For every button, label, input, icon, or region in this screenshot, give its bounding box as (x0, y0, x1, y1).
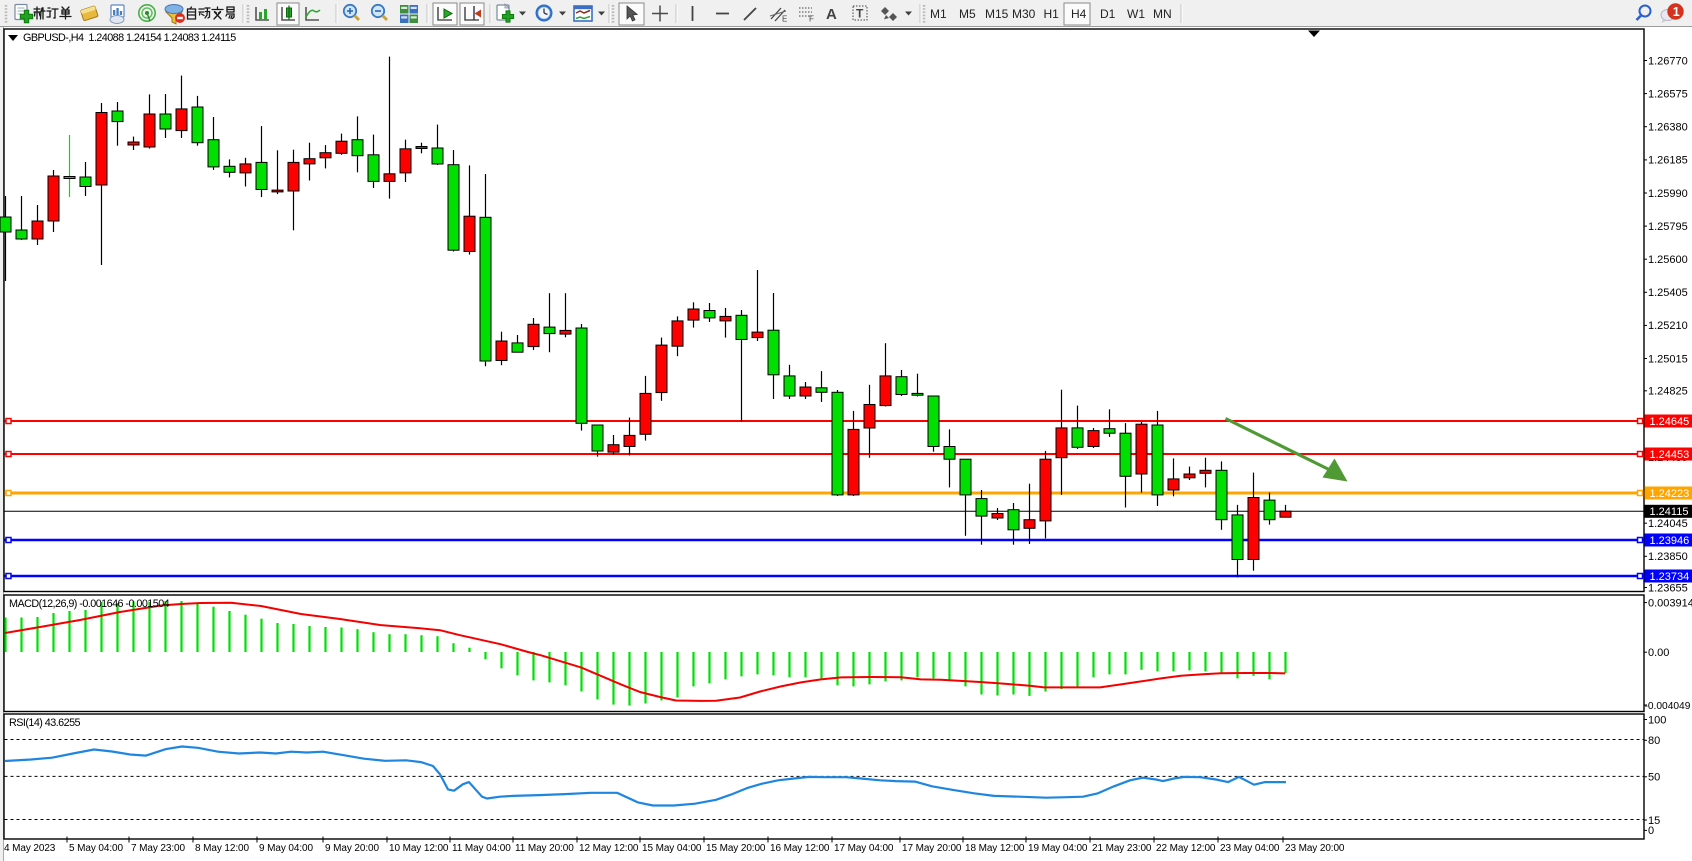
svg-text:1.24115: 1.24115 (1650, 506, 1689, 518)
svg-text:1.23734: 1.23734 (1650, 571, 1690, 583)
svg-text:0: 0 (1648, 825, 1654, 837)
svg-text:1.24825: 1.24825 (1648, 386, 1688, 398)
svg-text:0.003914: 0.003914 (1648, 597, 1692, 609)
svg-text:17 May 04:00: 17 May 04:00 (834, 843, 894, 854)
svg-text:0.00: 0.00 (1648, 647, 1669, 659)
svg-text:15 May 04:00: 15 May 04:00 (642, 843, 702, 854)
svg-text:1.25600: 1.25600 (1648, 254, 1688, 266)
svg-text:MACD(12,26,9) -0.001646 -0.001: MACD(12,26,9) -0.001646 -0.001504 (9, 598, 170, 610)
svg-text:5 May 04:00: 5 May 04:00 (69, 843, 123, 854)
svg-text:T: T (856, 7, 864, 21)
svg-text:1.23655: 1.23655 (1648, 582, 1688, 594)
svg-text:M30: M30 (1012, 7, 1036, 21)
svg-text:1.23850: 1.23850 (1648, 551, 1688, 563)
svg-text:1.25795: 1.25795 (1648, 221, 1688, 233)
svg-text:1.26575: 1.26575 (1648, 88, 1688, 100)
svg-text:15 May 20:00: 15 May 20:00 (706, 843, 766, 854)
svg-text:H4: H4 (1071, 7, 1087, 21)
svg-text:1.26380: 1.26380 (1648, 122, 1688, 134)
svg-text:RSI(14) 43.6255: RSI(14) 43.6255 (9, 717, 81, 729)
svg-text:F: F (809, 15, 814, 24)
svg-text:17 May 20:00: 17 May 20:00 (902, 843, 962, 854)
svg-text:80: 80 (1648, 735, 1660, 747)
svg-text:A: A (826, 6, 837, 23)
svg-text:23 May 20:00: 23 May 20:00 (1285, 843, 1345, 854)
svg-text:H1: H1 (1044, 7, 1060, 21)
svg-text:M5: M5 (959, 7, 976, 21)
svg-text:22 May 12:00: 22 May 12:00 (1156, 843, 1216, 854)
svg-text:16 May 12:00: 16 May 12:00 (770, 843, 830, 854)
svg-text:M1: M1 (930, 7, 947, 21)
svg-text:E: E (782, 15, 787, 24)
svg-text:1.26185: 1.26185 (1648, 155, 1688, 167)
svg-text:MN: MN (1153, 7, 1172, 21)
svg-text:9 May 04:00: 9 May 04:00 (259, 843, 313, 854)
svg-text:15: 15 (1648, 815, 1660, 827)
svg-text:1.25015: 1.25015 (1648, 353, 1688, 365)
svg-text:1.25210: 1.25210 (1648, 320, 1688, 332)
svg-text:9 May 20:00: 9 May 20:00 (325, 843, 379, 854)
svg-text:7 May 23:00: 7 May 23:00 (131, 843, 185, 854)
svg-text:11 May 04:00: 11 May 04:00 (452, 843, 511, 854)
svg-text:1.24645: 1.24645 (1650, 416, 1690, 428)
svg-text:1.26770: 1.26770 (1648, 55, 1688, 67)
svg-text:D1: D1 (1100, 7, 1116, 21)
svg-text:1: 1 (1673, 5, 1680, 19)
svg-text:11 May 20:00: 11 May 20:00 (515, 843, 574, 854)
svg-text:1.25990: 1.25990 (1648, 188, 1688, 200)
svg-text:50: 50 (1648, 772, 1660, 784)
svg-text:1.24453: 1.24453 (1650, 449, 1690, 461)
svg-text:12 May 12:00: 12 May 12:00 (579, 843, 639, 854)
svg-text:18 May 12:00: 18 May 12:00 (965, 843, 1025, 854)
svg-text:1.25405: 1.25405 (1648, 287, 1688, 299)
svg-text:8 May 12:00: 8 May 12:00 (195, 843, 249, 854)
svg-text:GBPUSD-,H4 1.24088 1.24154 1.: GBPUSD-,H4 1.24088 1.24154 1.24083 1.241… (23, 32, 236, 44)
svg-text:23 May 04:00: 23 May 04:00 (1220, 843, 1280, 854)
svg-text:1.24223: 1.24223 (1650, 488, 1690, 500)
svg-text:4 May 2023: 4 May 2023 (4, 843, 56, 854)
svg-text:1.23946: 1.23946 (1650, 535, 1690, 547)
svg-text:100: 100 (1648, 714, 1666, 726)
svg-text:10 May 12:00: 10 May 12:00 (389, 843, 449, 854)
svg-text:W1: W1 (1127, 7, 1145, 21)
svg-text:M15: M15 (985, 7, 1009, 21)
svg-text:21 May 23:00: 21 May 23:00 (1092, 843, 1152, 854)
svg-text:-0.004049: -0.004049 (1645, 701, 1691, 712)
svg-text:19 May 04:00: 19 May 04:00 (1028, 843, 1088, 854)
svg-text:1.24045: 1.24045 (1648, 518, 1688, 530)
